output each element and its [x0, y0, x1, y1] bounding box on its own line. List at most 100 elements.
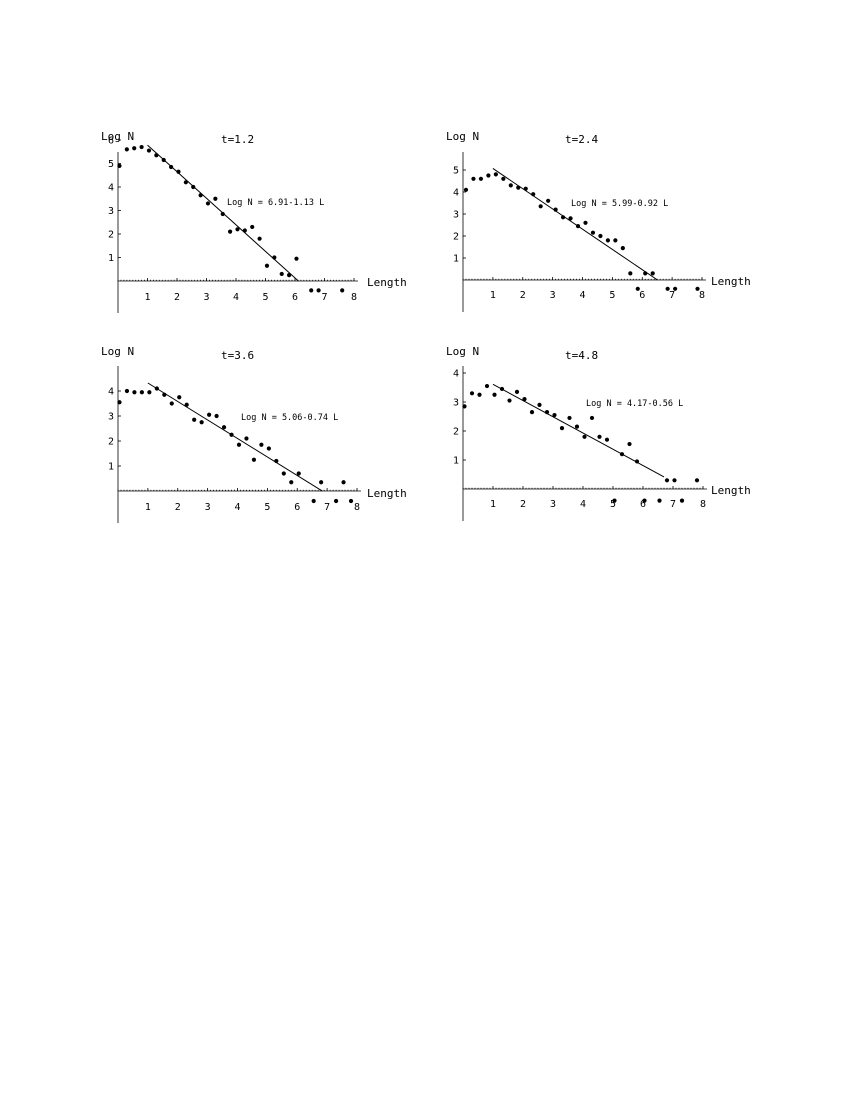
- data-point: [213, 196, 218, 201]
- data-point: [514, 389, 520, 394]
- data-point: [279, 271, 284, 277]
- data-point: [665, 286, 670, 291]
- x-tick-label: 8: [700, 499, 706, 510]
- x-tick-label: 3: [550, 499, 556, 510]
- data-point: [348, 498, 354, 504]
- data-point: [672, 478, 677, 483]
- x-tick-label: 7: [321, 292, 327, 303]
- data-point: [552, 412, 557, 418]
- data-point: [139, 390, 144, 395]
- y-tick-label: 4: [453, 188, 459, 199]
- data-point: [619, 452, 625, 457]
- data-point: [183, 180, 188, 185]
- data-point: [463, 187, 469, 192]
- chart-panel-3: t=3.6 Log N Length Log N = 5.06-0.74 L 1 2 3 4 5…: [101, 345, 407, 523]
- x-tick-label: 7: [324, 502, 330, 513]
- data-point: [469, 391, 475, 396]
- y-tick-label: 1: [108, 462, 114, 473]
- data-point: [627, 441, 632, 447]
- data-point: [316, 288, 321, 293]
- data-point: [162, 392, 167, 397]
- data-point: [523, 186, 528, 191]
- data-point: [679, 498, 685, 503]
- y-tick-label: 3: [453, 210, 459, 221]
- data-point: [635, 286, 640, 291]
- fit-equation-label: Log N = 5.99-0.92 L: [571, 199, 668, 209]
- x-tick-label: 4: [234, 502, 240, 513]
- data-point: [499, 386, 505, 392]
- data-point: [484, 383, 490, 389]
- data-point: [244, 436, 249, 441]
- x-tick-label: 3: [205, 502, 211, 513]
- fit-equation-label: Log N = 4.17-0.56 L: [586, 399, 683, 409]
- data-point: [199, 420, 204, 425]
- x-tick-label: 6: [640, 499, 646, 510]
- data-point: [281, 471, 286, 476]
- data-point: [161, 157, 166, 163]
- data-point: [154, 386, 159, 391]
- fit-equation-label: Log N = 6.91-1.13 L: [227, 198, 324, 208]
- data-point: [605, 238, 610, 243]
- data-point: [124, 388, 130, 394]
- data-point: [287, 273, 292, 278]
- data-point: [272, 255, 277, 260]
- x-tick-label: 3: [550, 290, 556, 301]
- y-tick-label: 6: [108, 136, 114, 147]
- y-tick-label: 2: [453, 427, 459, 438]
- data-point: [257, 236, 262, 241]
- y-tick-label: 3: [108, 412, 114, 423]
- data-point: [309, 288, 314, 293]
- data-point: [574, 424, 580, 429]
- x-tick-label: 1: [144, 292, 150, 303]
- data-point: [664, 478, 670, 483]
- y-tick-label: 5: [108, 159, 114, 170]
- data-point: [124, 147, 129, 152]
- data-point: [553, 207, 558, 212]
- x-tick-label: 2: [174, 292, 180, 303]
- data-point: [507, 398, 512, 403]
- x-axis-label: Length: [367, 487, 407, 500]
- data-point: [198, 193, 203, 198]
- data-point: [538, 204, 543, 209]
- panel-title: t=4.8: [565, 349, 598, 362]
- y-axis-label: Log N: [101, 345, 134, 358]
- x-tick-label: 7: [669, 290, 675, 301]
- data-point: [501, 176, 506, 181]
- data-point: [132, 146, 137, 151]
- data-point: [146, 148, 152, 153]
- y-tick-label: 5: [453, 166, 459, 177]
- chart-panel-1: t=1.2 Log N Length Log N = 6.91-1.13 L 1 2 3 4 5…: [101, 130, 407, 313]
- y-tick-label: 1: [453, 456, 459, 467]
- data-point: [642, 498, 647, 503]
- y-tick-label: 2: [453, 232, 459, 243]
- x-tick-label: 8: [351, 292, 357, 303]
- data-point: [236, 442, 242, 447]
- y-axis-label: Log N: [446, 345, 479, 358]
- panel-title: t=2.4: [565, 133, 598, 146]
- data-point: [694, 478, 700, 483]
- data-point: [221, 425, 227, 430]
- data-point: [590, 230, 596, 235]
- data-point: [229, 432, 234, 437]
- data-point: [294, 256, 299, 261]
- x-tick-label: 7: [670, 499, 676, 510]
- data-point: [529, 410, 535, 415]
- x-tick-label: 8: [354, 502, 360, 513]
- y-axis-label: Log N: [101, 130, 134, 143]
- data-point: [264, 263, 270, 268]
- data-point: [207, 412, 212, 417]
- data-point: [296, 471, 301, 476]
- data-point: [220, 211, 225, 217]
- data-point: [657, 498, 662, 503]
- x-tick-label: 1: [490, 290, 496, 301]
- data-point: [531, 192, 536, 197]
- data-point: [583, 220, 588, 225]
- data-point: [612, 498, 617, 503]
- data-point: [214, 413, 219, 419]
- x-tick-label: 4: [579, 290, 585, 301]
- data-point: [582, 434, 587, 439]
- data-point: [522, 397, 527, 402]
- data-point: [613, 238, 618, 243]
- x-tick-label: 2: [175, 502, 181, 513]
